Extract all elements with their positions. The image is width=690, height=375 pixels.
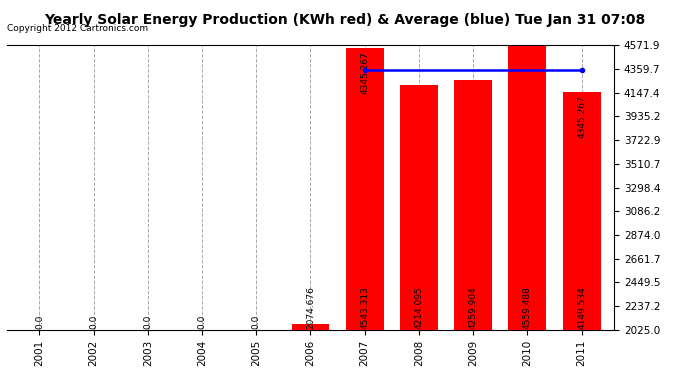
Bar (400, 85, 438, 330)
Bar (509, 46, 546, 330)
Text: 4345.267: 4345.267 (577, 96, 586, 138)
Text: 4543.313: 4543.313 (360, 286, 369, 329)
Text: 0.0: 0.0 (35, 315, 44, 329)
Text: 4345.267: 4345.267 (360, 51, 369, 94)
Text: 4149.534: 4149.534 (577, 286, 586, 329)
Bar (291, 324, 329, 330)
Text: 0.0: 0.0 (252, 315, 261, 329)
Text: 4559.488: 4559.488 (523, 286, 532, 329)
Bar (454, 80, 492, 330)
Bar (562, 92, 600, 330)
Text: 4214.095: 4214.095 (415, 286, 424, 329)
Text: 2074.676: 2074.676 (306, 286, 315, 329)
Text: Yearly Solar Energy Production (KWh red) & Average (blue) Tue Jan 31 07:08: Yearly Solar Energy Production (KWh red)… (44, 13, 646, 27)
Text: 4259.904: 4259.904 (469, 286, 477, 329)
Text: 0.0: 0.0 (89, 315, 98, 329)
Text: 0.0: 0.0 (144, 315, 152, 329)
Bar (346, 48, 384, 330)
Text: Copyright 2012 Cartronics.com: Copyright 2012 Cartronics.com (7, 24, 148, 33)
Text: 0.0: 0.0 (197, 315, 206, 329)
